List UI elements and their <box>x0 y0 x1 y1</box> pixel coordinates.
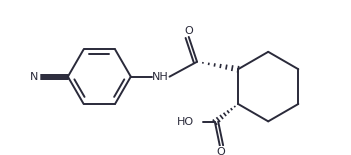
Text: O: O <box>216 147 225 155</box>
Text: NH: NH <box>152 72 169 82</box>
Text: O: O <box>184 26 193 36</box>
Text: HO: HO <box>177 117 194 127</box>
Text: N: N <box>30 72 38 82</box>
